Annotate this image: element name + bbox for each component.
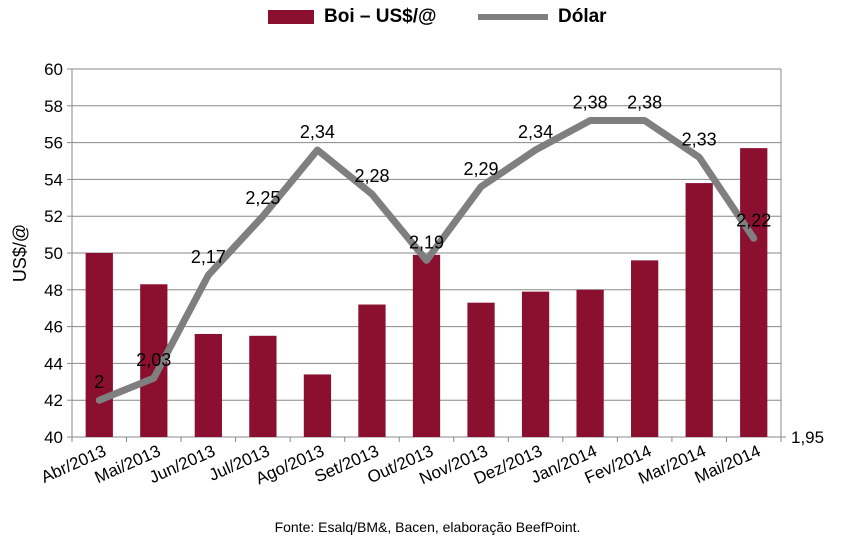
line-point: [316, 148, 319, 151]
bar: [194, 333, 222, 437]
y-tick-label: 46: [44, 318, 63, 337]
legend-item-boi: Boi – US$/@: [268, 6, 437, 28]
line-point: [480, 185, 483, 188]
source-note: Fonte: Esalq/BM&, Bacen, elaboração Beef…: [274, 519, 581, 535]
y-tick-label: 48: [44, 281, 63, 300]
bar: [85, 253, 113, 437]
bar: [576, 289, 604, 437]
data-label: 2,03: [136, 350, 171, 370]
legend-label-dolar: Dólar: [558, 6, 607, 27]
bar: [249, 335, 277, 437]
data-label: 2,25: [245, 188, 280, 208]
bar: [740, 148, 768, 437]
bar: [358, 304, 386, 437]
legend-swatch-boi: [268, 10, 314, 24]
data-label: 2,28: [354, 166, 389, 186]
data-label: 2,34: [300, 122, 335, 142]
y-tick-label: 60: [44, 60, 63, 79]
line-point: [752, 237, 755, 240]
legend: Boi – US$/@ Dólar: [0, 6, 855, 32]
bar: [303, 374, 332, 437]
line-point: [589, 119, 592, 122]
line-point: [534, 148, 537, 151]
line-point: [643, 119, 646, 122]
line-point: [425, 259, 428, 262]
y-tick-label: 44: [44, 354, 63, 373]
data-label: 2,34: [518, 122, 553, 142]
line-point: [98, 399, 101, 402]
y-tick-label: 42: [44, 391, 63, 410]
line-point: [152, 377, 155, 380]
data-label: 2: [94, 372, 104, 392]
data-label: 2,19: [409, 232, 444, 252]
legend-swatch-dolar: [478, 14, 548, 20]
data-label: 2,38: [573, 93, 608, 113]
bar: [685, 183, 713, 437]
y-tick-label: 56: [44, 134, 63, 153]
legend-label-boi: Boi – US$/@: [324, 6, 437, 27]
line-point: [207, 274, 210, 277]
bar: [412, 254, 441, 437]
y-tick-label: 52: [44, 207, 63, 226]
data-label: 2,38: [627, 93, 662, 113]
data-label: 2,33: [682, 129, 717, 149]
y-tick-label: 54: [44, 170, 63, 189]
line-point: [261, 215, 264, 218]
y-tick-label: 40: [44, 428, 63, 447]
line-point: [698, 156, 701, 159]
bar: [467, 302, 495, 437]
y-tick-label: 58: [44, 97, 63, 116]
data-label: 2,17: [191, 247, 226, 267]
bar: [631, 260, 659, 437]
data-label: 2,29: [464, 159, 499, 179]
bar: [521, 291, 550, 437]
legend-item-dolar: Dólar: [478, 6, 607, 28]
data-label: 2,22: [736, 210, 771, 230]
y-tick-label: 50: [44, 244, 63, 263]
y2-tick-label: 1,95: [791, 428, 824, 447]
line-point: [370, 193, 373, 196]
y-axis-label: US$/@: [10, 224, 30, 282]
